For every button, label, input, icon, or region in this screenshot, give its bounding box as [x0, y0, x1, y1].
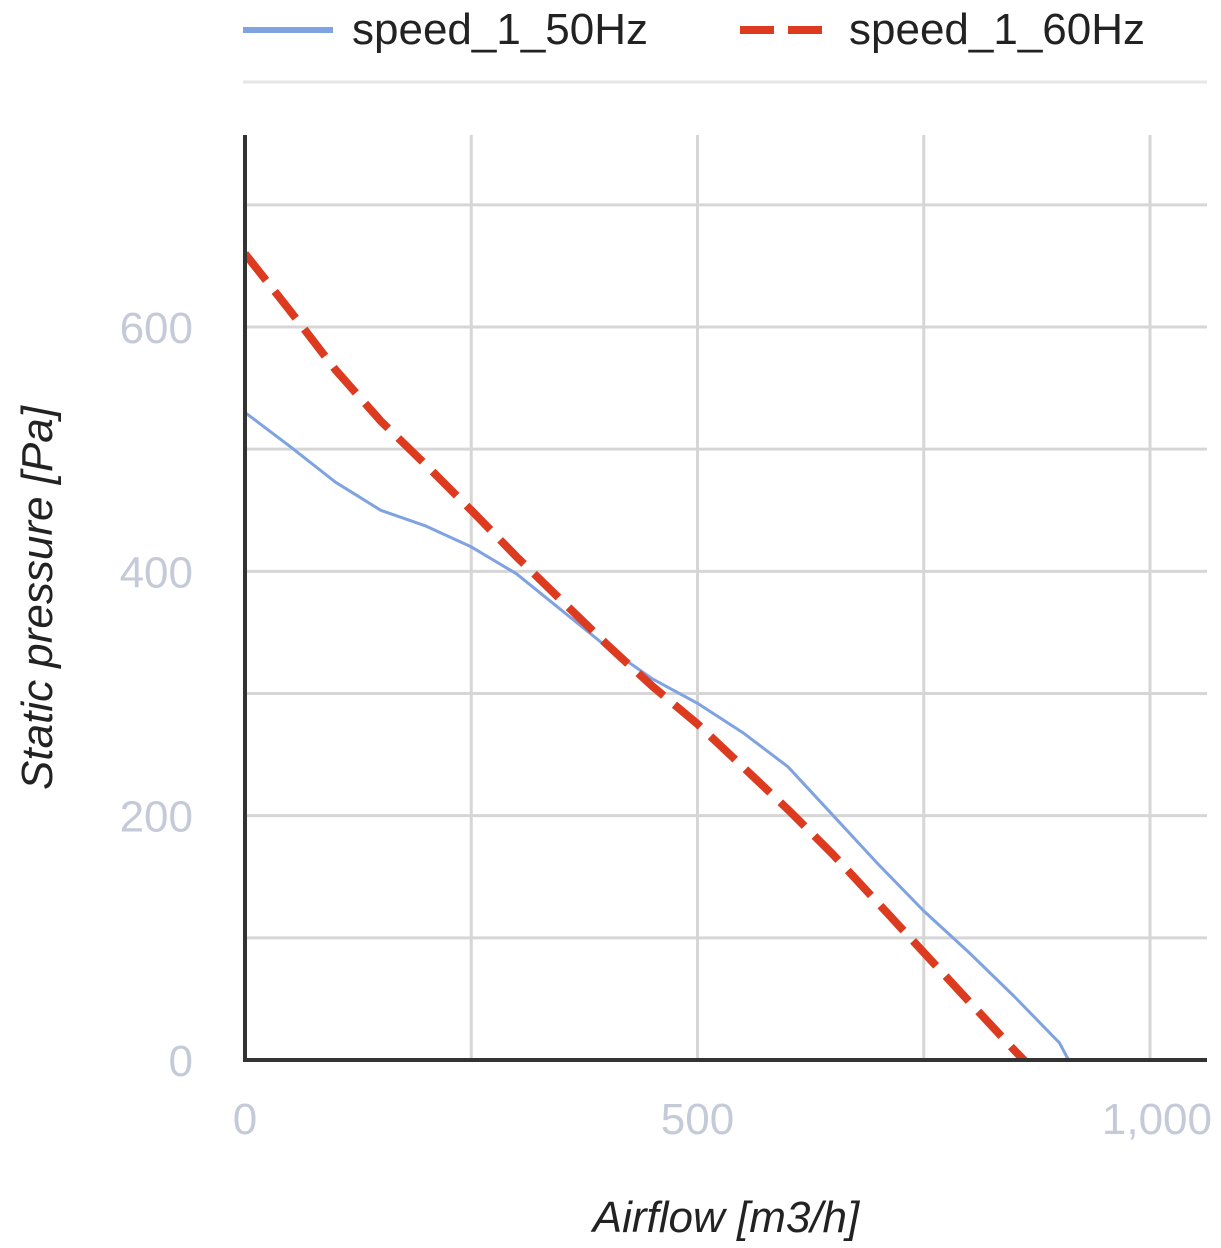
y-tick-label-400: 400	[120, 548, 193, 597]
y-axis-title: Static pressure [Pa]	[13, 404, 62, 790]
x-axis-title: Airflow [m3/h]	[590, 1193, 861, 1242]
x-tick-label-500: 500	[661, 1095, 734, 1144]
series-line-speed-1-60hz	[245, 251, 1032, 1062]
series-layer	[245, 251, 1070, 1062]
y-tick-label-200: 200	[120, 793, 193, 842]
y-tick-label-600: 600	[120, 304, 193, 353]
legend: speed_1_50Hz speed_1_60Hz	[243, 5, 1207, 84]
axes	[243, 135, 1207, 1062]
y-tick-label-0: 0	[169, 1037, 193, 1086]
series-line-speed-1-50hz	[245, 411, 1070, 1061]
legend-label-speed-1-50hz: speed_1_50Hz	[352, 5, 648, 54]
grid	[245, 135, 1207, 1060]
x-tick-label-1000: 1,000	[1102, 1095, 1212, 1144]
x-tick-label-0: 0	[233, 1095, 257, 1144]
legend-label-speed-1-60hz: speed_1_60Hz	[849, 5, 1145, 54]
tick-labels: 0 500 1,000 0 200 400 600	[120, 304, 1212, 1144]
